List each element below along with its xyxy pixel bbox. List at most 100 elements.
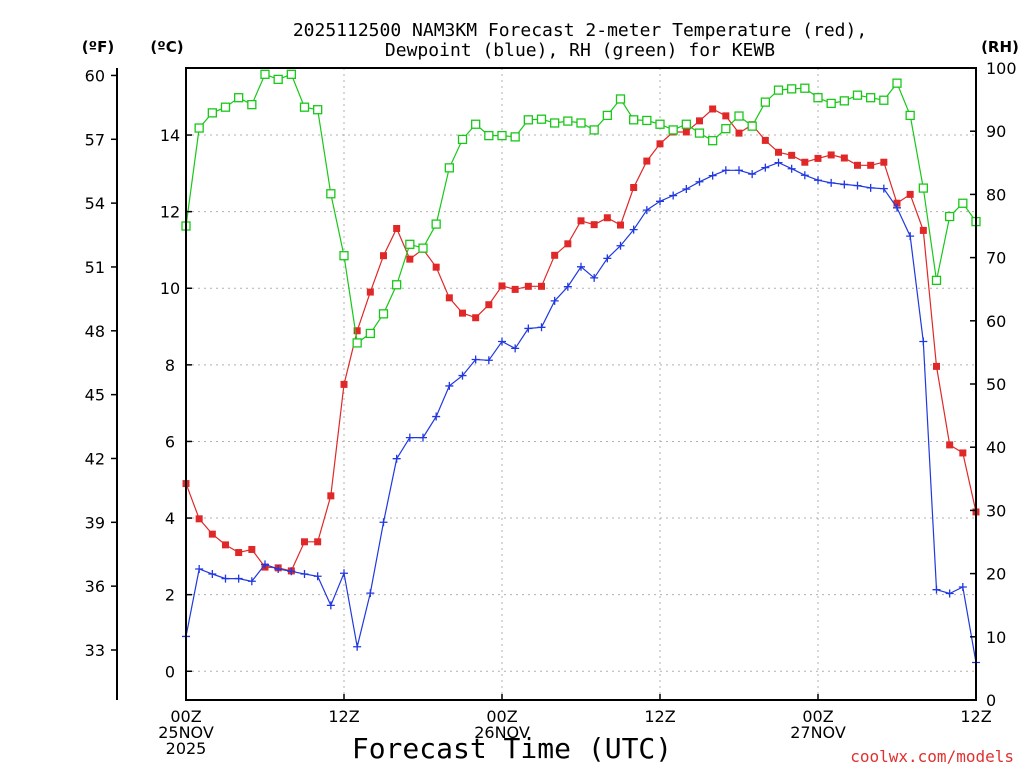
temperature-point — [301, 538, 308, 546]
rh-point — [694, 128, 705, 138]
temperature-point — [524, 282, 532, 290]
temperature-point — [827, 151, 835, 159]
dewpoint-point — [932, 585, 941, 594]
rh-point — [313, 105, 323, 115]
temperature-point — [656, 140, 664, 148]
dewpoint-point — [840, 180, 849, 189]
rh-tick-label: 40 — [986, 438, 1006, 457]
dewpoint-point — [524, 324, 533, 333]
x-tick-label: 12Z — [328, 707, 359, 726]
rh-point — [378, 309, 389, 319]
rh-point — [299, 102, 310, 112]
dewpoint-point — [195, 565, 204, 574]
rh-point — [418, 243, 428, 253]
fahrenheit-tick-label: 36 — [85, 577, 105, 596]
dewpoint-point — [458, 371, 467, 380]
temperature-point — [603, 214, 611, 222]
temperature-point — [630, 184, 638, 192]
dewpoint-point — [287, 567, 296, 576]
rh-tick-label: 90 — [986, 122, 1006, 141]
temperature-point — [564, 240, 572, 248]
dewpoint-point — [537, 323, 546, 332]
dewpoint-point — [300, 569, 309, 578]
rh-point — [339, 251, 349, 261]
rh-point — [655, 119, 665, 129]
rh-point — [220, 102, 231, 112]
rh-point — [642, 115, 652, 126]
rh-point — [589, 125, 599, 135]
fahrenheit-tick-label: 57 — [85, 130, 105, 149]
temperature-point — [551, 251, 559, 259]
rh-tick-label: 10 — [986, 628, 1006, 647]
rh-point — [497, 130, 507, 141]
rh-point — [444, 163, 454, 173]
rh-point — [681, 119, 691, 129]
rh-point — [563, 116, 573, 126]
temperature-point — [577, 217, 585, 225]
fahrenheit-tick-label: 51 — [85, 258, 105, 277]
temperature-point — [314, 538, 322, 546]
dewpoint-point — [774, 158, 783, 167]
rh-point — [602, 110, 612, 121]
x-axis-title: Forecast Time (UTC) — [352, 732, 672, 765]
rh-point — [905, 110, 915, 121]
rh-axis-unit: (RH) — [981, 38, 1019, 56]
dewpoint-point — [563, 282, 572, 291]
rh-point — [471, 119, 481, 129]
celsius-tick-label: 12 — [160, 203, 180, 222]
celsius-tick-label: 8 — [165, 356, 175, 375]
x-tick-label: 12Z — [644, 707, 675, 726]
rh-point — [629, 115, 639, 125]
temperature-point — [840, 154, 848, 162]
dewpoint-point — [445, 381, 454, 390]
temperature-point — [814, 154, 822, 162]
rh-point — [866, 93, 876, 103]
dewpoint-point — [827, 178, 836, 187]
rh-point — [260, 69, 270, 79]
rh-point — [773, 85, 784, 95]
temperature-point — [722, 112, 730, 120]
temperature-point — [709, 105, 717, 113]
temperature-point — [208, 530, 216, 538]
rh-tick-label: 20 — [986, 565, 1006, 584]
temperature-point — [775, 148, 782, 156]
rh-point — [326, 189, 336, 199]
temperature-point — [432, 263, 440, 271]
temperature-point — [801, 158, 809, 166]
celsius-tick-label: 14 — [160, 126, 180, 145]
rh-point — [918, 183, 928, 193]
rh-point — [247, 100, 257, 110]
rh-point — [234, 93, 244, 103]
dewpoint-point — [405, 433, 414, 442]
temperature-point — [788, 151, 796, 159]
rh-point — [273, 74, 283, 85]
dewpoint-point — [326, 601, 335, 610]
temperature-point — [445, 294, 453, 302]
rh-point — [431, 219, 441, 229]
temperature-point — [222, 541, 229, 549]
dewpoint-point — [590, 273, 599, 282]
temperature-point — [761, 136, 769, 144]
dewpoint-point — [735, 166, 743, 175]
temperature-point — [682, 128, 690, 136]
credit-text: coolwx.com/models — [850, 747, 1014, 766]
rh-point — [760, 97, 770, 107]
dewpoint-point — [616, 241, 625, 250]
rh-point — [839, 96, 849, 106]
temperature-point — [195, 515, 203, 523]
rh-point — [721, 124, 731, 134]
dewpoint-point — [708, 171, 717, 180]
x-tick-label: 27NOV — [790, 723, 846, 742]
temperature-point — [459, 309, 466, 317]
x-tick-label: 2025 — [166, 739, 207, 758]
dewpoint-point — [484, 356, 493, 365]
chart-title-line-2: Dewpoint (blue), RH (green) for KEWB — [385, 40, 775, 61]
rh-point — [668, 125, 678, 135]
rh-tick-label: 0 — [986, 691, 996, 710]
dewpoint-point — [893, 203, 901, 212]
rh-point — [194, 123, 204, 133]
temperature-point — [867, 161, 875, 169]
temperature-line — [185, 108, 977, 572]
dewpoint-point — [471, 355, 480, 364]
